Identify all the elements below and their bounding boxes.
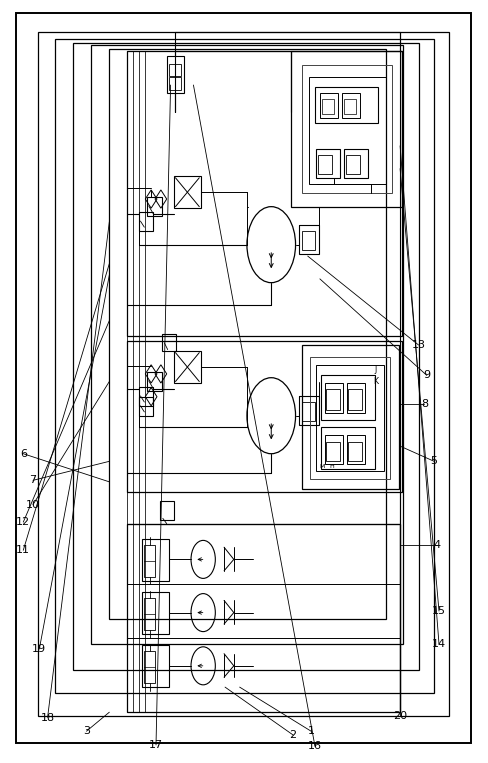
Bar: [126, 51, 401, 336]
Bar: [174, 351, 201, 383]
Bar: [321, 427, 374, 469]
Bar: [166, 56, 183, 92]
Bar: [138, 397, 153, 416]
Text: 20: 20: [392, 711, 407, 721]
Bar: [319, 92, 338, 118]
Bar: [138, 212, 153, 231]
Bar: [324, 435, 343, 464]
Bar: [322, 98, 334, 114]
Bar: [147, 197, 162, 216]
Text: 18: 18: [41, 713, 55, 723]
Text: 19: 19: [32, 644, 46, 654]
Bar: [138, 387, 153, 406]
Bar: [301, 66, 391, 193]
Bar: [142, 645, 169, 687]
Bar: [346, 435, 365, 464]
Bar: [341, 92, 360, 118]
Bar: [38, 32, 448, 716]
Bar: [144, 598, 155, 630]
Bar: [316, 149, 339, 178]
Bar: [325, 389, 339, 410]
Bar: [144, 652, 155, 684]
Bar: [301, 402, 315, 421]
Bar: [168, 77, 181, 89]
Bar: [346, 155, 359, 174]
Bar: [309, 357, 389, 479]
Text: 1: 1: [307, 726, 314, 736]
Bar: [299, 396, 318, 425]
Bar: [321, 375, 374, 420]
Bar: [174, 176, 201, 208]
Text: 7: 7: [29, 475, 37, 485]
Bar: [168, 64, 181, 76]
Bar: [301, 231, 315, 250]
Bar: [55, 40, 433, 694]
Bar: [344, 149, 367, 178]
Text: 12: 12: [16, 517, 30, 527]
Text: 11: 11: [16, 546, 30, 555]
Bar: [301, 345, 398, 489]
Text: 4: 4: [432, 540, 439, 550]
Text: 5: 5: [430, 456, 437, 466]
Text: 10: 10: [26, 500, 40, 510]
Bar: [126, 523, 399, 712]
Bar: [316, 365, 383, 472]
Bar: [325, 442, 339, 461]
Bar: [318, 155, 331, 174]
Bar: [346, 383, 365, 414]
Text: 6: 6: [20, 449, 27, 459]
Bar: [73, 43, 418, 671]
Bar: [142, 539, 169, 581]
Bar: [91, 45, 402, 644]
Bar: [299, 225, 318, 254]
Text: M: M: [319, 464, 325, 469]
Bar: [290, 51, 401, 207]
Text: 13: 13: [411, 340, 425, 350]
Bar: [160, 501, 174, 520]
Bar: [142, 592, 169, 634]
Text: K: K: [372, 377, 378, 386]
Bar: [144, 545, 155, 577]
Text: 15: 15: [431, 606, 445, 616]
Text: 2: 2: [289, 730, 296, 740]
Text: H: H: [329, 464, 334, 469]
Text: 14: 14: [431, 639, 445, 649]
Bar: [347, 389, 361, 410]
Text: J: J: [374, 365, 376, 374]
Bar: [109, 49, 386, 619]
Text: 17: 17: [149, 740, 163, 750]
Text: 8: 8: [420, 399, 427, 409]
Text: 9: 9: [423, 370, 429, 381]
Bar: [324, 383, 343, 414]
Bar: [347, 442, 361, 461]
Bar: [147, 372, 162, 391]
Bar: [308, 77, 385, 184]
Bar: [126, 341, 401, 491]
Bar: [314, 86, 377, 123]
Text: 3: 3: [83, 726, 90, 736]
Bar: [344, 98, 356, 114]
Text: 16: 16: [307, 742, 321, 752]
Bar: [162, 334, 176, 351]
